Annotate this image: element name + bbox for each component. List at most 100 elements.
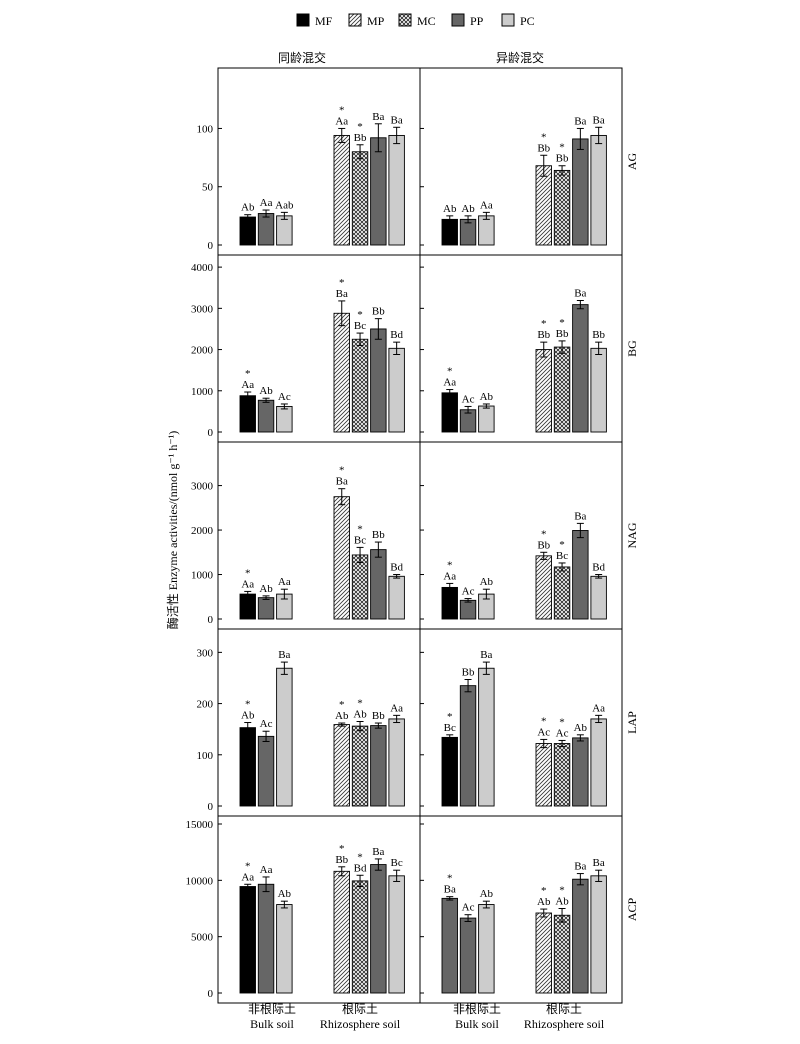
y-tick-label: 50 xyxy=(202,182,214,194)
column-title-right: 异龄混交 xyxy=(496,50,544,65)
column-title-left: 同龄混交 xyxy=(278,50,326,65)
y-tick-label: 2000 xyxy=(191,345,214,357)
bar-label: Ba xyxy=(593,857,605,869)
bar-label: Aa xyxy=(480,199,493,211)
bar xyxy=(351,725,369,807)
bar xyxy=(553,169,571,246)
bar xyxy=(441,392,458,433)
significance-star: * xyxy=(541,715,547,727)
bar-label: Ba xyxy=(574,861,586,873)
x-label-rhizo-en-left: Rhizosphere soil xyxy=(320,1017,401,1031)
bar xyxy=(441,897,458,994)
bar-label: Ba xyxy=(336,476,348,488)
significance-star: * xyxy=(357,121,363,133)
bar xyxy=(590,718,607,807)
x-label-bulk-en-left: Bulk soil xyxy=(250,1017,294,1031)
y-tick-label: 0 xyxy=(208,614,214,626)
y-tick-label: 0 xyxy=(208,240,214,252)
y-tick-label: 3000 xyxy=(191,481,214,493)
bar xyxy=(351,554,369,620)
bar-label: Aab xyxy=(275,199,294,211)
bar-label: Ab xyxy=(241,710,255,722)
y-tick-label: 200 xyxy=(197,699,214,711)
x-label-rhizo-zh-left: 根际土 xyxy=(342,1002,378,1016)
bar-label: Ac xyxy=(556,727,569,739)
bar xyxy=(478,667,495,807)
bar-label: Bd xyxy=(592,562,605,574)
bar xyxy=(239,395,256,433)
bar-label: Ba xyxy=(574,115,586,127)
bar-label: Bb xyxy=(354,132,367,144)
significance-star: * xyxy=(245,860,251,872)
significance-star: * xyxy=(541,131,547,143)
bar-label: Ab xyxy=(555,896,569,908)
bar-label: Bb xyxy=(372,710,385,722)
y-tick-label: 15000 xyxy=(186,819,214,831)
y-tick-label: 100 xyxy=(197,750,214,762)
bar xyxy=(257,597,275,620)
legend: MF MP MC PP PC xyxy=(296,13,535,28)
bar-label: Ab xyxy=(537,896,551,908)
bar xyxy=(478,405,495,433)
bar xyxy=(333,870,350,994)
bar-label: Bc xyxy=(391,857,403,869)
enzyme-label: BG xyxy=(625,340,639,357)
bar-label: Aa xyxy=(278,576,291,588)
bar xyxy=(257,883,275,994)
bar xyxy=(572,138,589,246)
bar xyxy=(441,586,458,620)
bar-label: Bb xyxy=(372,306,385,318)
bar-label: Ba xyxy=(480,649,492,661)
y-tick-label: 100 xyxy=(197,123,214,135)
x-label-bulk-zh-left: 非根际土 xyxy=(248,1002,296,1016)
bar xyxy=(388,875,405,994)
legend-item-mf: MF xyxy=(296,13,333,28)
y-tick-label: 1000 xyxy=(191,386,214,398)
bar-label: Aa xyxy=(443,570,456,582)
significance-star: * xyxy=(357,309,363,321)
bar-label: Ba xyxy=(444,884,456,896)
bar xyxy=(388,575,405,620)
significance-star: * xyxy=(339,843,345,855)
bar-label: Bb xyxy=(537,142,550,154)
bar-label: Ba xyxy=(278,649,290,661)
bar-label: Ba xyxy=(574,510,586,522)
bar-label: Bc xyxy=(354,534,366,546)
legend-label-pp: PP xyxy=(470,14,484,28)
bar-label: Aa xyxy=(390,702,403,714)
bar-label: Ab xyxy=(259,385,273,397)
bar xyxy=(590,875,607,994)
bar xyxy=(572,530,589,620)
bar-label: Ba xyxy=(593,114,605,126)
bar xyxy=(239,593,256,620)
bar xyxy=(370,549,387,620)
bar-label: Aa xyxy=(241,379,254,391)
bar-label: Bb xyxy=(537,539,550,551)
bar xyxy=(535,912,552,994)
bar xyxy=(459,599,477,620)
significance-star: * xyxy=(447,559,453,571)
significance-star: * xyxy=(339,104,345,116)
legend-item-pc: PC xyxy=(501,13,535,28)
bar-label: Aa xyxy=(260,197,273,209)
bar xyxy=(572,878,589,994)
y-tick-label: 0 xyxy=(208,988,214,1000)
significance-star: * xyxy=(447,711,453,723)
bar-label: Bd xyxy=(390,329,403,341)
bar-label: Bb xyxy=(335,854,348,866)
bar xyxy=(572,304,589,433)
bar xyxy=(553,566,571,620)
legend-item-mp: MP xyxy=(348,13,385,28)
bar xyxy=(239,727,256,807)
bar xyxy=(239,886,256,994)
bar-label: Bc xyxy=(444,722,456,734)
bar-label: Aa xyxy=(592,702,605,714)
bar xyxy=(590,575,607,620)
